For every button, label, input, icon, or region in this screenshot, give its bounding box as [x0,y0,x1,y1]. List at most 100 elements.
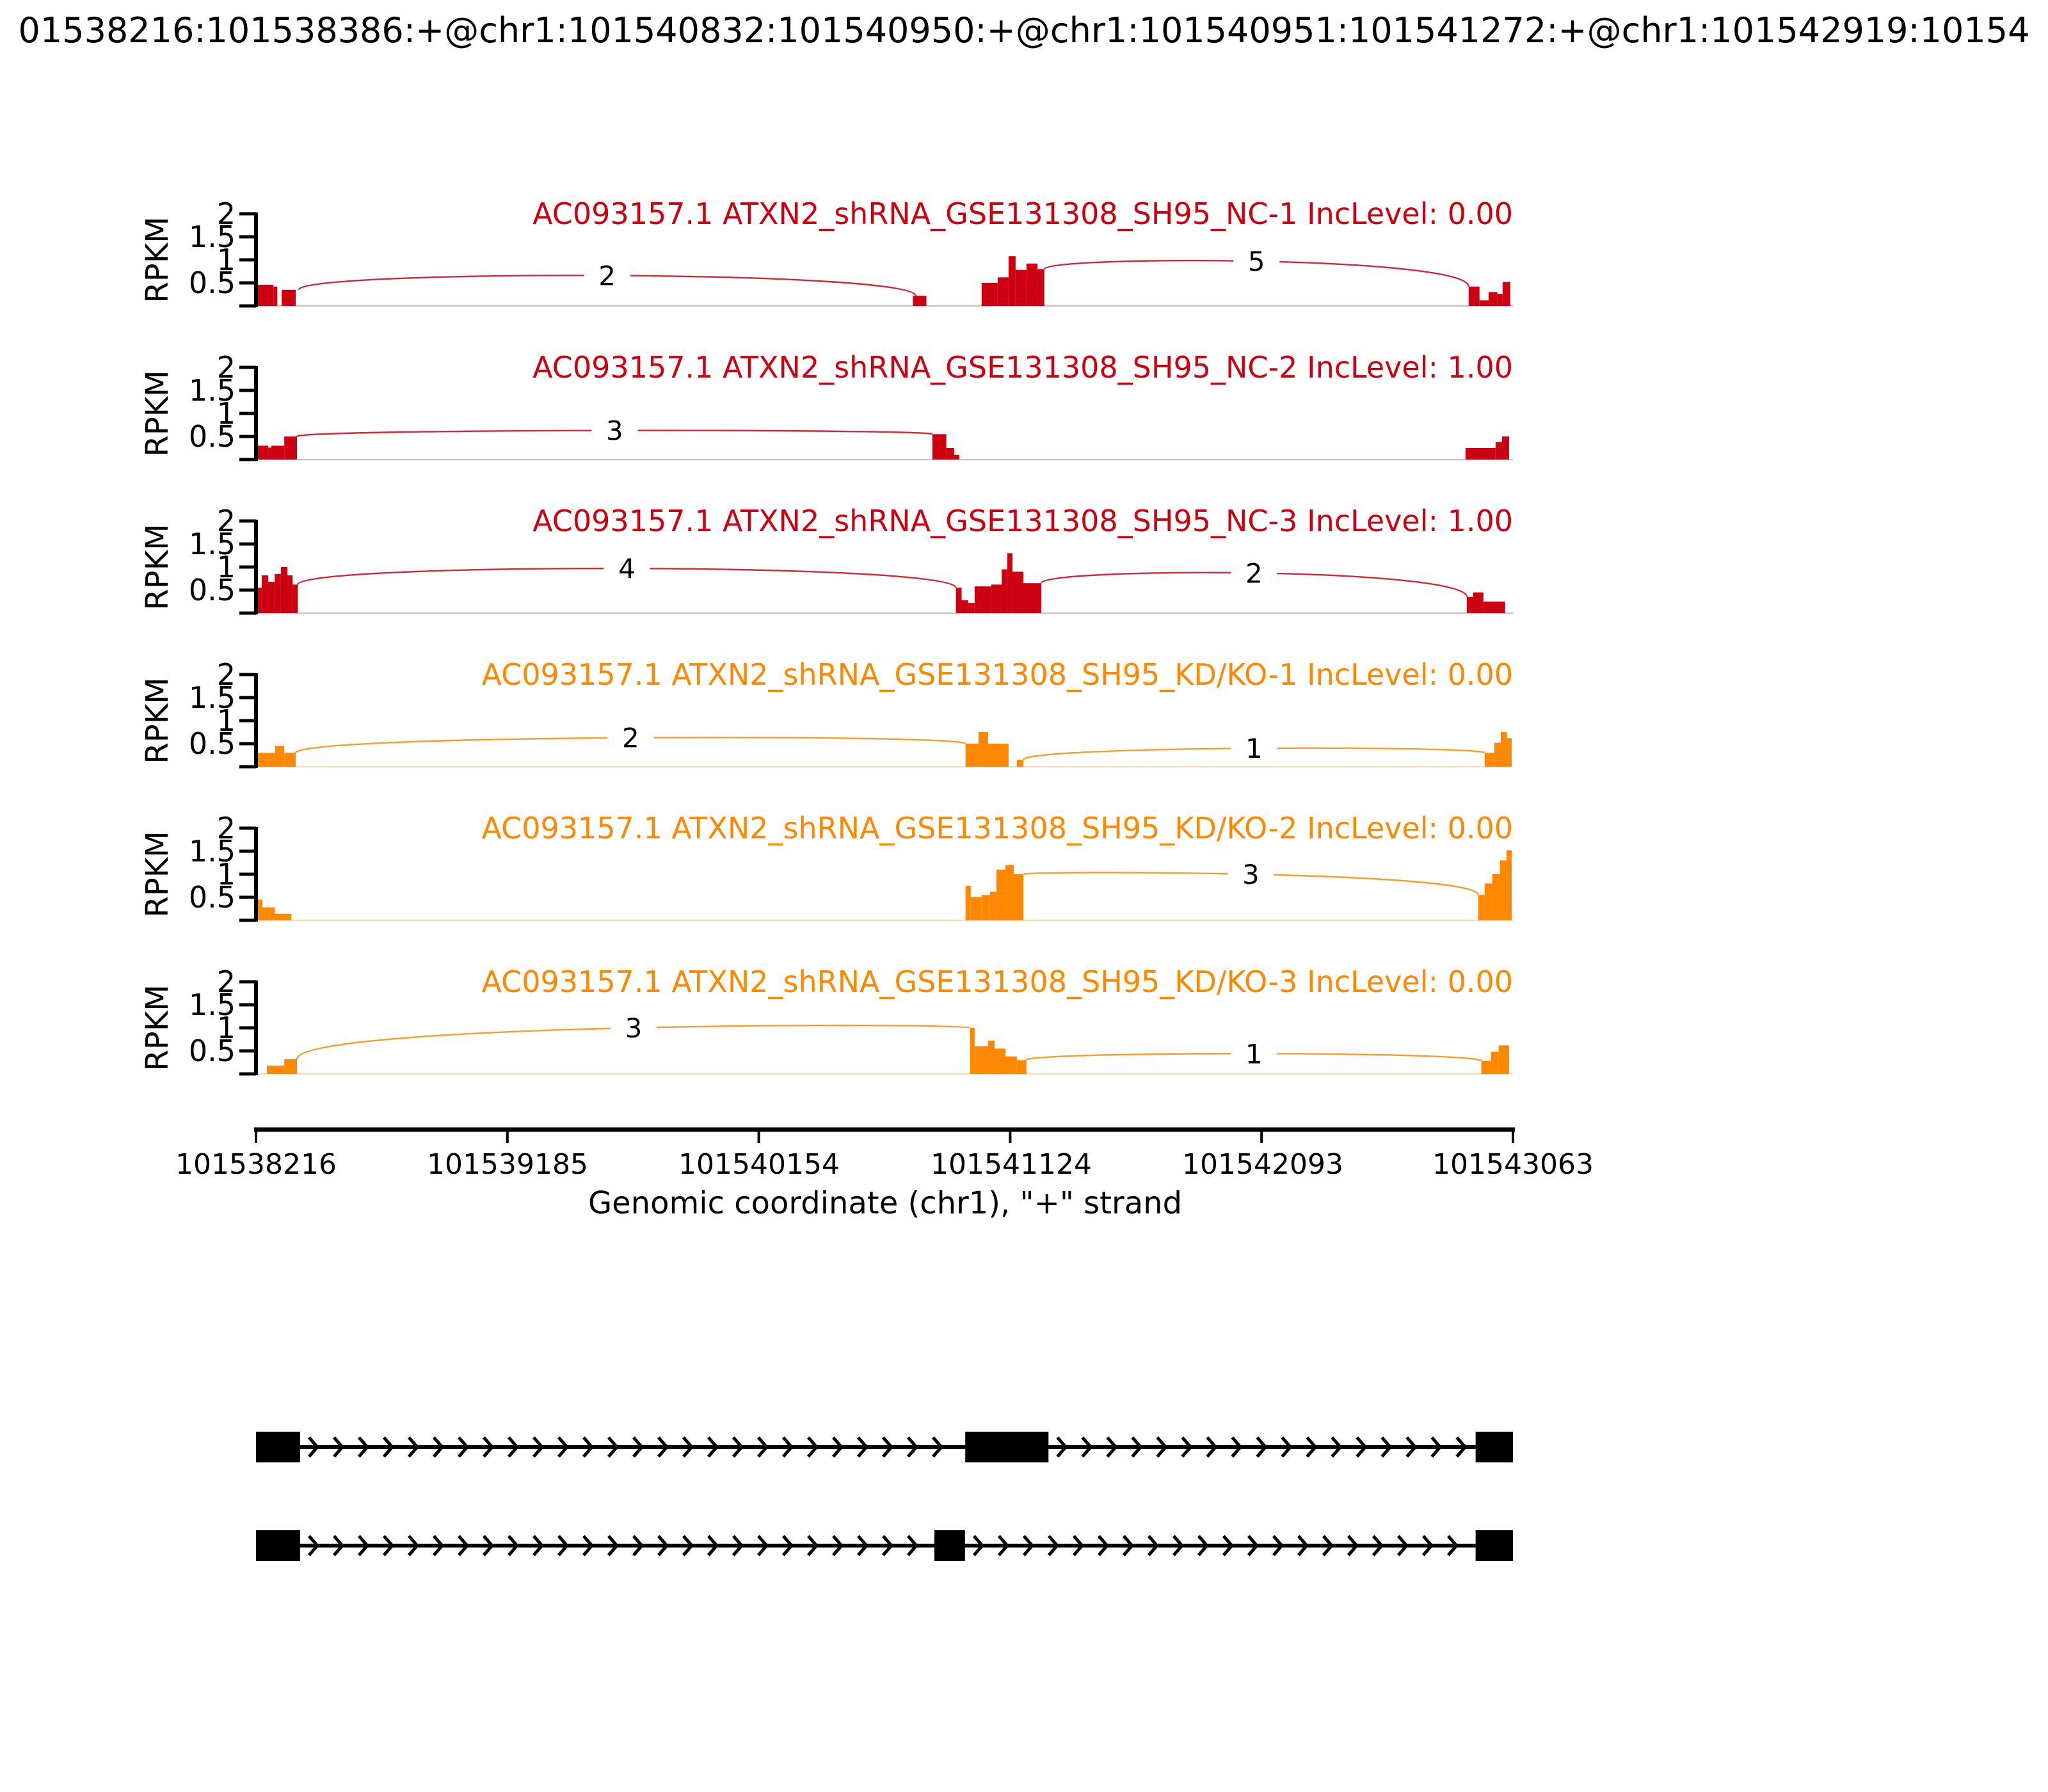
intron-arrow [1222,1535,1235,1556]
coverage-block [1500,732,1507,767]
y-tick-label: 2 [217,504,236,538]
rpkm-axis-label: RPKM [140,984,175,1071]
intron-arrow [432,1535,445,1556]
coverage-block [262,907,275,920]
y-tick-label: 0.5 [189,419,236,454]
intron-arrow [997,1535,1010,1556]
coverage-block [1005,1056,1017,1074]
intron-arrow [1446,1535,1459,1556]
coverage-block [1478,895,1485,920]
intron-arrow [432,1436,445,1458]
intron-arrow [407,1535,420,1556]
coverage-block [988,744,1009,767]
intron-arrow [582,1535,595,1556]
exon-box [965,1432,1049,1462]
junction-count: 1 [1245,733,1263,764]
coverage-block [268,582,275,613]
junction-count: 3 [1242,859,1260,890]
intron-arrow [806,1436,819,1458]
coverage-block [275,746,285,767]
y-tick-label: 0.5 [189,266,236,300]
intron-arrow [1396,1535,1409,1556]
y-tick-label: 0.5 [189,573,236,607]
coverage-block [932,434,947,460]
coverage-block [1492,874,1500,920]
track-title-kdko-1: AC093157.1 ATXN2_shRNA_GSE131308_SH95_KD… [481,657,1513,692]
track-title-nc-3: AC093157.1 ATXN2_shRNA_GSE131308_SH95_NC… [532,504,1513,538]
intron-arrow [482,1535,495,1556]
intron-arrow [607,1436,620,1458]
intron-arrow [806,1535,819,1556]
coverage-block [1466,596,1474,613]
intron-arrow [831,1436,844,1458]
exon-box [256,1530,300,1561]
intron-arrow [931,1436,944,1458]
intron-arrow [1372,1535,1384,1556]
intron-arrow [1047,1535,1060,1556]
junction-count-mask [610,1011,657,1045]
rpkm-axis-label: RPKM [140,677,175,764]
x-axis-title: Genomic coordinate (chr1), "+" strand [588,1185,1183,1221]
junction-count-mask [1233,244,1280,279]
coverage-block [1502,282,1510,306]
y-tick-label: 1.5 [189,834,236,868]
intron-arrow [1331,1436,1343,1458]
coverage-block [1005,865,1014,920]
coverage-block [970,1028,975,1074]
coverage-block [1481,1060,1491,1074]
y-tick-label: 1.5 [189,220,236,254]
x-tick-label-2: 101539185 [427,1148,588,1181]
coverage-block [1491,1052,1499,1074]
coverage-block [970,897,982,920]
intron-arrow [1356,1436,1368,1458]
intron-arrow [1247,1535,1260,1556]
coverage-block [1497,294,1503,306]
junction-count: 4 [618,553,636,584]
coverage-block [1479,300,1489,306]
exon-box [1475,1432,1513,1462]
intron-arrow [307,1535,320,1556]
coverage-block [965,744,979,767]
junction-count: 2 [598,260,616,291]
coverage-block [1495,442,1502,460]
intron-arrow [632,1535,644,1556]
y-tick-label: 2 [217,964,236,999]
intron-arrow [1297,1535,1309,1556]
x-tick-label-4: 101541124 [931,1148,1092,1181]
intron-arrow [657,1535,669,1556]
intron-arrow [1455,1436,1468,1458]
junction-count: 3 [606,415,623,447]
coverage-block [996,869,1006,920]
track-title-kdko-3: AC093157.1 ATXN2_shRNA_GSE131308_SH95_KD… [481,964,1513,999]
intron-arrow [682,1436,694,1458]
x-tick-label-6: 101543063 [1432,1148,1594,1181]
y-tick-label: 1.5 [189,988,236,1022]
intron-arrow [1206,1436,1218,1458]
coverage-block [256,753,275,767]
coverage-block [275,573,281,613]
coverage-block [292,584,298,613]
junction-count-mask [1231,1036,1277,1071]
junction-count-mask [1231,556,1277,591]
intron-arrow [1430,1436,1443,1458]
intron-arrow [781,1436,794,1458]
coverage-block [1468,286,1480,306]
coverage-block [284,753,296,767]
y-tick-label: 0.5 [189,726,236,761]
coverage-block [256,284,274,306]
x-tick-label-3: 101540154 [678,1148,840,1181]
rpkm-axis-label: RPKM [140,524,175,610]
intron-arrow [972,1535,985,1556]
coverage-block [981,895,990,920]
y-tick-label: 2 [217,350,236,385]
coverage-block [1465,448,1496,460]
rpkm-axis-label: RPKM [140,370,175,456]
intron-arrow [1231,1436,1243,1458]
intron-arrow [1147,1535,1160,1556]
intron-arrow [482,1436,495,1458]
intron-arrow [1122,1535,1135,1556]
intron-arrow [1256,1436,1268,1458]
intron-arrow [1347,1535,1359,1556]
junction-count: 1 [1245,1038,1263,1069]
